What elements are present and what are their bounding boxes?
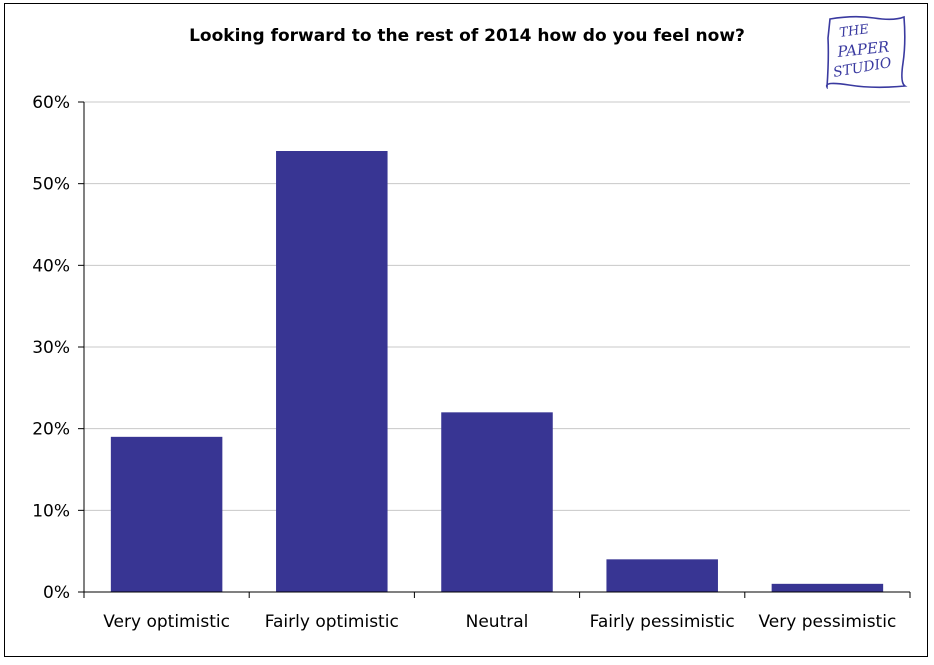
svg-text:PAPER: PAPER xyxy=(836,38,890,61)
y-tick-label: 40% xyxy=(32,256,70,276)
x-category-label: Fairly optimistic xyxy=(265,612,399,632)
x-category-label: Fairly pessimistic xyxy=(590,612,735,632)
x-category-label: Very pessimistic xyxy=(759,612,897,632)
y-tick-label: 0% xyxy=(43,583,70,603)
bar xyxy=(276,151,388,592)
y-tick-label: 30% xyxy=(32,338,70,358)
bars xyxy=(110,151,884,592)
y-axis: 0% 10% 20% 30% 40% 50% 60% xyxy=(32,93,85,603)
svg-text:THE: THE xyxy=(838,22,870,41)
y-tick-label: 50% xyxy=(32,175,70,195)
x-category-label: Very optimistic xyxy=(103,612,230,632)
y-tick-label: 20% xyxy=(32,420,70,440)
bar xyxy=(771,583,884,592)
bar xyxy=(110,436,223,592)
the-paper-studio-logo: THE PAPER STUDIO xyxy=(825,15,908,89)
x-category-label: Neutral xyxy=(466,612,529,632)
y-tick-label: 10% xyxy=(32,501,70,521)
chart-title: Looking forward to the rest of 2014 how … xyxy=(189,26,745,46)
bar xyxy=(441,412,553,592)
bar xyxy=(606,559,718,592)
x-axis: Very optimistic Fairly optimistic Neutral F… xyxy=(83,591,911,632)
y-tick-label: 60% xyxy=(32,93,70,113)
